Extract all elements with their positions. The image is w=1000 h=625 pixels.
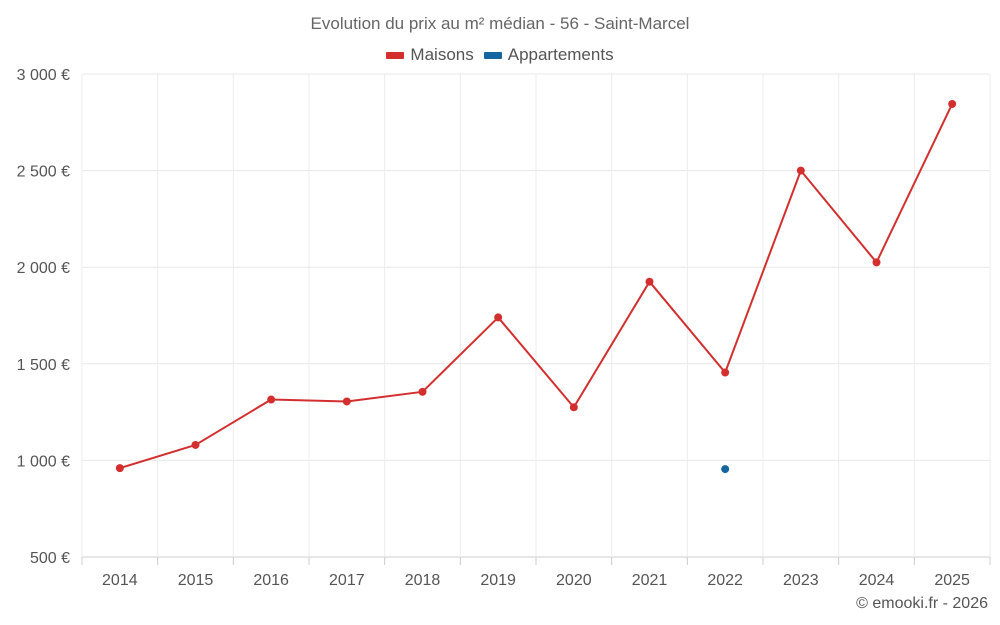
legend-swatch-maisons	[386, 51, 405, 59]
x-tick-label: 2023	[783, 572, 819, 589]
legend-label-appartements: Appartements	[507, 45, 614, 64]
data-point-maisons	[418, 387, 427, 396]
y-tick-label: 3 000 €	[17, 67, 70, 84]
data-point-maisons	[115, 464, 124, 473]
y-tick-label: 2 500 €	[17, 164, 70, 181]
x-tick-label: 2022	[707, 572, 743, 589]
y-tick-label: 2 000 €	[17, 260, 70, 277]
x-tick-label: 2024	[859, 572, 895, 589]
data-point-maisons	[796, 166, 805, 175]
y-tick-label: 1 500 €	[17, 357, 70, 374]
y-tick-label: 1 000 €	[17, 453, 70, 470]
y-tick-label: 500 €	[30, 550, 70, 567]
x-tick-label: 2019	[480, 572, 516, 589]
data-point-maisons	[948, 99, 957, 108]
x-tick-label: 2017	[329, 572, 365, 589]
data-point-maisons	[872, 258, 881, 267]
series-line-maisons	[119, 103, 954, 470]
data-point-maisons	[267, 395, 276, 404]
x-tick-label: 2021	[632, 572, 668, 589]
x-tick-label: 2016	[253, 572, 289, 589]
x-tick-label: 2020	[556, 572, 592, 589]
legend-item-appartements[interactable]: Appartements	[483, 45, 614, 65]
x-tick-label: 2014	[102, 572, 138, 589]
data-point-maisons	[191, 440, 200, 449]
data-point-maisons	[645, 277, 654, 286]
legend-swatch-appartements	[483, 51, 502, 59]
legend: Maisons Appartements	[0, 45, 1000, 65]
x-tick-label: 2025	[934, 572, 970, 589]
credit-text: © emooki.fr - 2026	[856, 595, 988, 612]
x-tick-label: 2018	[405, 572, 441, 589]
x-tick-label: 2015	[178, 572, 214, 589]
data-point-appartements	[721, 465, 730, 474]
legend-label-maisons: Maisons	[410, 45, 474, 64]
chart-title: Evolution du prix au m² médian - 56 - Sa…	[310, 14, 690, 33]
data-point-maisons	[569, 403, 578, 412]
legend-item-maisons[interactable]: Maisons	[386, 45, 474, 65]
data-point-maisons	[342, 397, 351, 406]
data-point-maisons	[721, 368, 730, 377]
data-point-maisons	[494, 313, 503, 322]
